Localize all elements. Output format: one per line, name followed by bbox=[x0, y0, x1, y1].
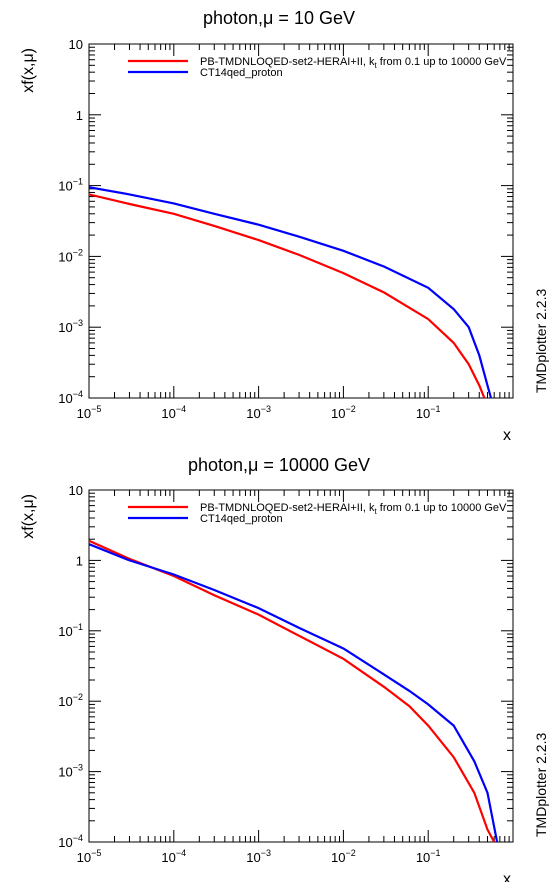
series-line-2 bbox=[89, 186, 493, 398]
legend-label: CT14qed_proton bbox=[200, 513, 283, 525]
y-tick-label: 1 bbox=[76, 553, 83, 568]
x-tick-label: 10−2 bbox=[331, 848, 356, 865]
x-tick-label: 10−2 bbox=[331, 404, 356, 421]
chart-title: photon,μ = 10000 GeV bbox=[188, 455, 370, 475]
y-tick-label: 10−4 bbox=[58, 389, 83, 406]
y-axis-label: xf(x,μ) bbox=[20, 494, 37, 539]
y-tick-label: 10−3 bbox=[58, 763, 83, 780]
y-tick-label: 1 bbox=[76, 108, 83, 123]
plot-frame bbox=[88, 43, 514, 399]
series-line-1 bbox=[89, 193, 486, 398]
y-tick-label: 10−2 bbox=[58, 247, 83, 264]
x-tick-label: 10−4 bbox=[161, 404, 186, 421]
series-line-1 bbox=[89, 539, 496, 842]
y-axis-label: xf(x,μ) bbox=[20, 48, 37, 93]
side-label: TMDplotter 2.2.3 bbox=[533, 289, 549, 393]
y-tick-label: 10−2 bbox=[58, 692, 83, 709]
x-tick-label: 10−1 bbox=[416, 848, 441, 865]
x-tick-label: 10−3 bbox=[246, 848, 271, 865]
y-tick-label: 10 bbox=[69, 483, 83, 498]
series-line-2 bbox=[89, 543, 499, 842]
x-axis-label: x bbox=[503, 427, 511, 444]
x-axis-label: x bbox=[503, 871, 511, 882]
plot-frame bbox=[88, 489, 514, 843]
x-tick-label: 10−5 bbox=[77, 404, 102, 421]
legend-label: PB-TMDNLOQED-set2-HERAI+II, kt from 0.1 … bbox=[200, 56, 507, 70]
x-tick-label: 10−5 bbox=[77, 848, 102, 865]
y-tick-label: 10−3 bbox=[58, 318, 83, 335]
legend-label: CT14qed_proton bbox=[200, 67, 283, 79]
chart-title: photon,μ = 10 GeV bbox=[203, 8, 355, 28]
y-tick-label: 10−1 bbox=[58, 177, 83, 194]
y-tick-label: 10−1 bbox=[58, 622, 83, 639]
x-tick-label: 10−4 bbox=[161, 848, 186, 865]
legend-label: PB-TMDNLOQED-set2-HERAI+II, kt from 0.1 … bbox=[200, 502, 507, 516]
side-label: TMDplotter 2.2.3 bbox=[533, 733, 549, 837]
x-tick-label: 10−1 bbox=[416, 404, 441, 421]
x-tick-label: 10−3 bbox=[246, 404, 271, 421]
y-tick-label: 10 bbox=[69, 37, 83, 52]
y-tick-label: 10−4 bbox=[58, 833, 83, 850]
